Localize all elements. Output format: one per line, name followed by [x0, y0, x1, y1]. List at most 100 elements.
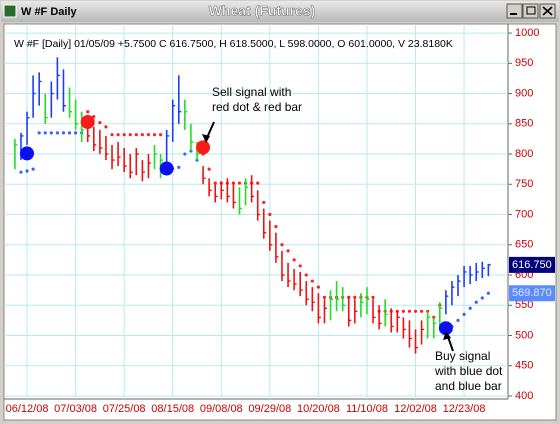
stop-dot [237, 181, 242, 185]
y-tick-label: 1000 [515, 27, 539, 39]
y-tick-label: 800 [515, 148, 533, 160]
stop-dot [371, 295, 375, 299]
y-tick-label: 750 [515, 178, 533, 190]
stop-dot [134, 133, 138, 137]
y-tick-label: 900 [515, 87, 533, 99]
stop-dot [304, 273, 308, 277]
y-tick-label: 950 [515, 57, 533, 69]
last-value-label: 569.870 [512, 287, 552, 299]
stop-dot [55, 131, 59, 135]
stop-dot [256, 181, 260, 185]
x-tick-label: 09/08/08 [200, 403, 243, 415]
stop-dot [31, 167, 35, 171]
signal-dot [80, 114, 95, 129]
restore-icon [526, 6, 536, 15]
stop-dot [401, 309, 405, 313]
stop-dot [183, 152, 187, 156]
stop-dot [292, 258, 296, 262]
signal-dot [438, 321, 453, 336]
stop-dot [419, 309, 424, 313]
signal-dot [196, 140, 211, 155]
stop-dot [268, 212, 272, 217]
stop-dot [61, 131, 66, 135]
x-tick-label: 07/03/08 [54, 403, 97, 415]
minimize-button[interactable] [506, 3, 523, 19]
stop-dot [468, 306, 472, 310]
title-bar [1, 1, 559, 22]
stop-dot [19, 170, 23, 174]
last-value-box [509, 256, 555, 273]
x-tick-label: 12/23/08 [443, 403, 486, 415]
y-tick-label: 450 [515, 360, 533, 372]
close-icon [542, 6, 553, 16]
x-tick-label: 07/25/08 [103, 403, 146, 415]
stop-dot [474, 300, 478, 304]
stop-dot [43, 131, 47, 135]
stop-dot [37, 131, 41, 135]
y-tick-label: 700 [515, 208, 533, 220]
signal-dot [159, 161, 174, 176]
stop-dot [286, 249, 290, 253]
plot [14, 57, 491, 354]
x-tick-label: 11/10/08 [346, 403, 388, 415]
stop-dot [353, 295, 357, 299]
stop-dot [322, 295, 327, 299]
stop-dot [316, 285, 320, 289]
stop-dot [480, 296, 484, 300]
stop-dot [74, 131, 78, 135]
annotation-text: and blue bar [435, 379, 502, 393]
stop-dot [462, 312, 466, 316]
y-tick-label: 650 [515, 239, 533, 251]
x-tick-label: 10/20/08 [297, 403, 340, 415]
stop-dot [262, 200, 266, 205]
stop-dot [25, 169, 29, 173]
stop-dot [67, 131, 72, 135]
stop-dot [213, 181, 217, 185]
stop-dot [310, 279, 314, 283]
window-buttons[interactable] [506, 3, 556, 19]
stop-dot [140, 133, 144, 137]
last-value-box [509, 285, 555, 302]
annotation-text: red dot & red bar [212, 100, 302, 114]
stop-dot [116, 133, 120, 137]
buy-arrow-head [443, 331, 451, 340]
stop-dot [49, 131, 53, 135]
x-tick-label: 08/15/08 [151, 403, 194, 415]
restore-button[interactable] [522, 3, 539, 19]
stop-dot [231, 181, 236, 185]
annotation-text: Sell signal with [212, 85, 291, 99]
y-tick-label: 850 [515, 118, 533, 130]
window-caption: W #F Daily [21, 6, 78, 18]
signal-dot [20, 146, 35, 161]
stop-dot [280, 243, 284, 247]
window-icon [3, 4, 17, 18]
stop-dot [92, 114, 96, 119]
stop-dot [86, 110, 90, 114]
stop-dot [413, 309, 418, 313]
stop-dot [177, 165, 181, 169]
annotation-text: with blue dot [434, 364, 503, 378]
stop-dot [104, 125, 108, 129]
stop-dot [122, 133, 126, 137]
stop-dot [456, 318, 460, 322]
stop-dot [128, 133, 132, 137]
stop-dot [207, 167, 211, 171]
stop-dot [146, 133, 151, 137]
stop-dot [152, 133, 157, 137]
x-tick-label: 06/12/08 [6, 403, 49, 415]
stop-dot [407, 309, 412, 313]
grid [4, 24, 508, 399]
stop-dot [274, 225, 278, 229]
annotation-text: Buy signal [435, 349, 490, 363]
chart-title: Wheat (Futures) [209, 3, 316, 19]
sell-arrow-head [202, 134, 210, 143]
stop-dot [98, 120, 102, 125]
stop-dot [298, 264, 302, 268]
y-tick-label: 400 [515, 390, 533, 402]
last-value-label: 616.750 [512, 259, 552, 271]
stop-dot [110, 133, 114, 137]
y-tick-label: 550 [515, 299, 533, 311]
stop-dot [486, 291, 490, 295]
